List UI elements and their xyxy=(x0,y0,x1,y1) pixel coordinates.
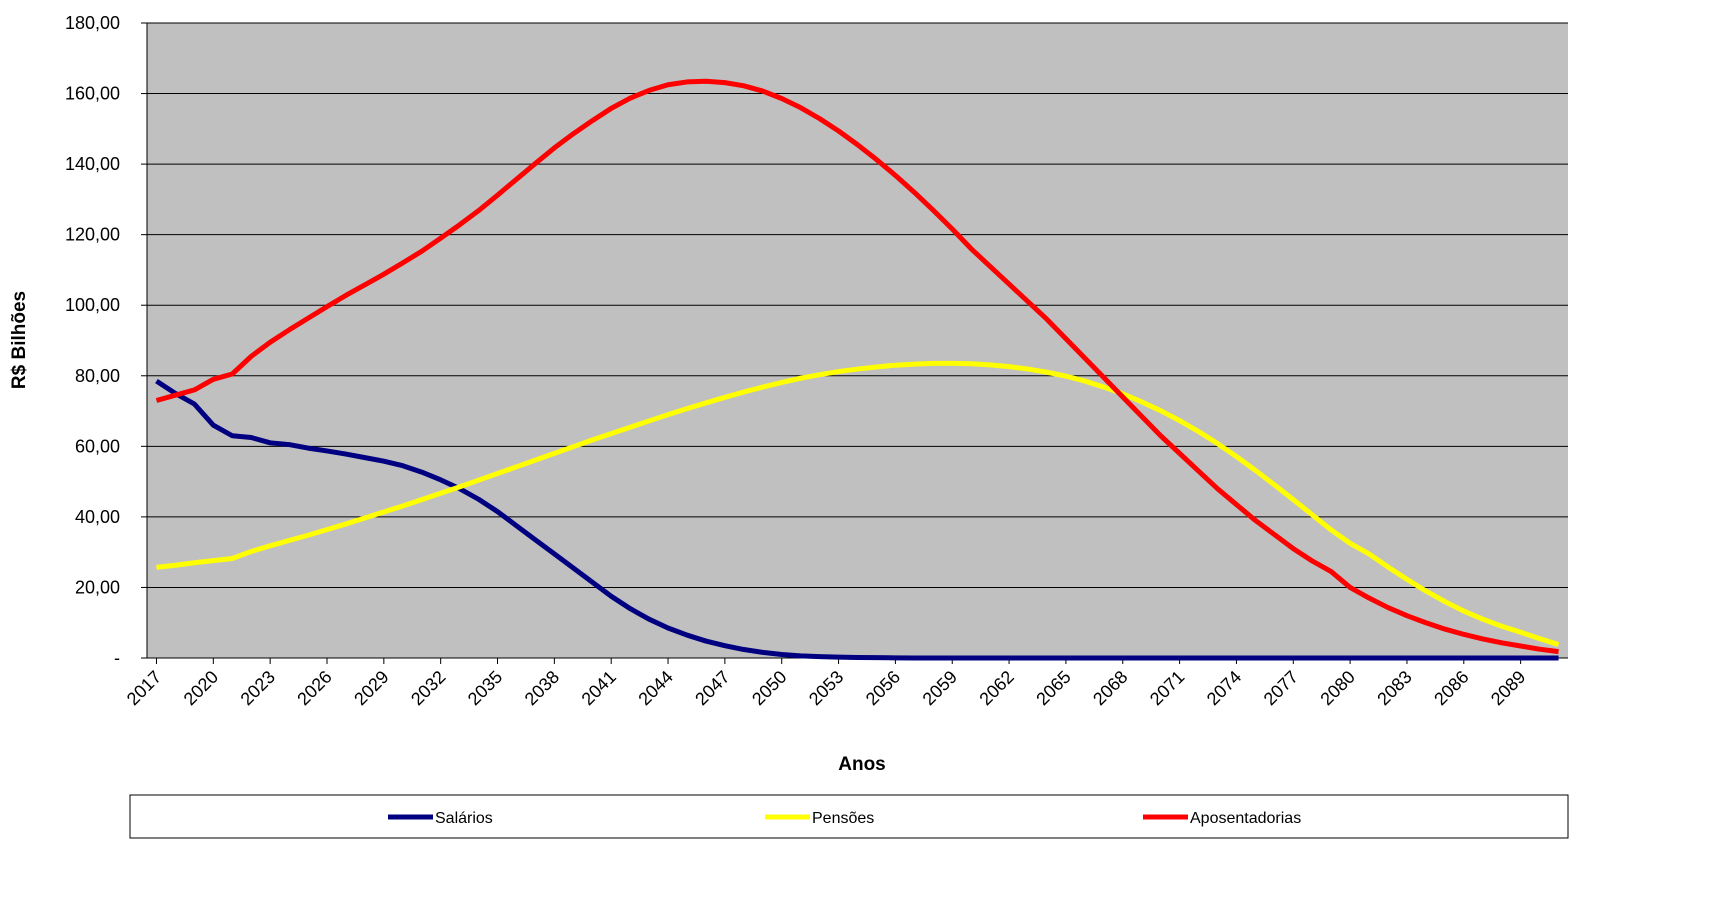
x-tick-label: 2029 xyxy=(350,667,392,709)
legend-label: Pensões xyxy=(812,810,874,827)
x-tick-label: 2035 xyxy=(464,667,506,709)
line-series xyxy=(155,378,1559,661)
x-tick-label: 2059 xyxy=(919,667,961,709)
x-tick-label: 2080 xyxy=(1316,667,1358,709)
plot-area xyxy=(147,23,1568,658)
x-tick-label: 2020 xyxy=(180,667,222,709)
x-tick-label: 2053 xyxy=(805,667,847,709)
y-tick-label: 100,00 xyxy=(65,295,120,315)
x-tick-label: 2032 xyxy=(407,667,449,709)
legend-label: Salários xyxy=(435,810,493,827)
x-tick-label: 2065 xyxy=(1032,667,1074,709)
x-tick-label: 2077 xyxy=(1260,667,1302,709)
line-series xyxy=(156,360,1560,647)
y-tick-label: 120,00 xyxy=(65,225,120,245)
x-tick-label: 2056 xyxy=(862,667,904,709)
y-tick-label: 80,00 xyxy=(75,366,120,386)
x-axis-label: Anos xyxy=(838,754,886,775)
x-tick-label: 2062 xyxy=(975,667,1017,709)
x-tick-label: 2074 xyxy=(1203,667,1245,709)
legend xyxy=(129,794,1569,839)
x-tick-label: 2068 xyxy=(1089,667,1131,709)
y-tick-label: 60,00 xyxy=(75,436,120,456)
x-tick-label: 2071 xyxy=(1146,667,1188,709)
line-series xyxy=(155,78,1559,655)
x-tick-label: 2089 xyxy=(1487,667,1529,709)
x-tick-label: 2044 xyxy=(634,667,676,709)
y-tick-label: 160,00 xyxy=(65,84,120,104)
y-tick-label: 20,00 xyxy=(75,577,120,597)
x-tick-label: 2026 xyxy=(293,667,335,709)
y-tick-label: 140,00 xyxy=(65,154,120,174)
y-axis-label: R$ Bilhões xyxy=(9,291,30,389)
legend-label: Aposentadorias xyxy=(1190,810,1301,827)
y-tick-label: 40,00 xyxy=(75,507,120,527)
x-tick-label: 2038 xyxy=(521,667,563,709)
y-tick-label: - xyxy=(114,648,120,668)
x-tick-label: 2050 xyxy=(748,667,790,709)
x-tick-label: 2047 xyxy=(691,667,733,709)
x-tick-label: 2041 xyxy=(578,667,620,709)
x-tick-label: 2023 xyxy=(237,667,279,709)
x-tick-label: 2017 xyxy=(123,667,165,709)
x-tick-label: 2083 xyxy=(1373,667,1415,709)
y-tick-label: 180,00 xyxy=(65,13,120,33)
x-tick-label: 2086 xyxy=(1430,667,1472,709)
